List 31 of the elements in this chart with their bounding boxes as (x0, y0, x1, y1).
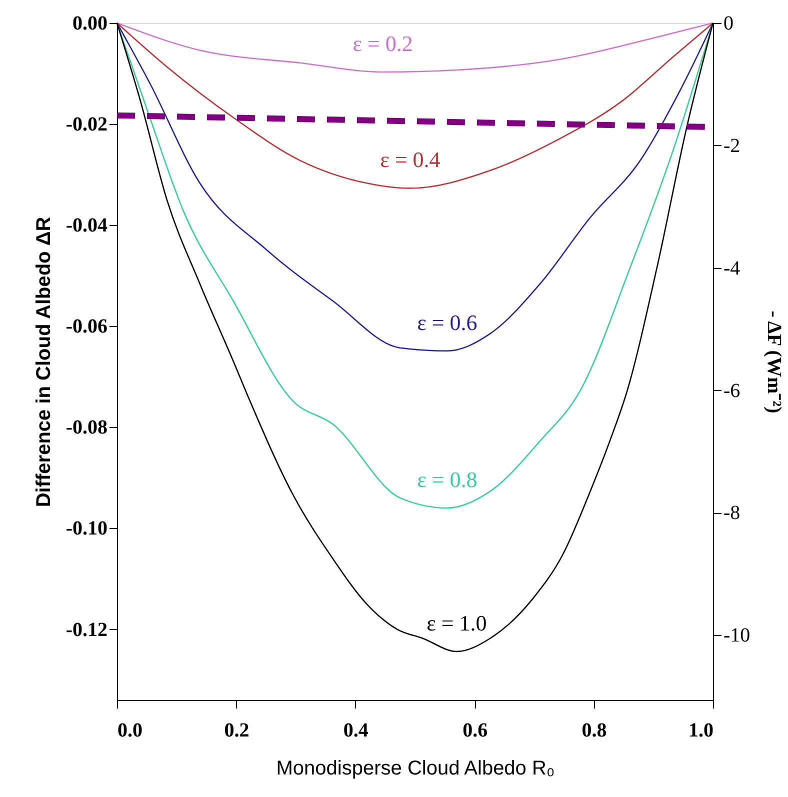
line-series (116, 22, 714, 509)
x-tick-label: 0.2 (224, 720, 250, 742)
y2-tick-label: -4 (724, 257, 740, 280)
series-label: ε = 0.8 (417, 467, 478, 492)
y-tick-label: -0.06 (66, 316, 108, 338)
y2-tick-label: 0 (724, 12, 734, 34)
y-tick-label: -0.10 (66, 518, 108, 540)
x-axis-title: Monodisperse Cloud Albedo R₀ (276, 758, 555, 780)
x-tick-label: 0.0 (118, 720, 142, 742)
series-label: ε = 0.2 (352, 31, 413, 56)
line-series (116, 22, 714, 189)
y2-tick-label: -2 (724, 134, 740, 157)
y2-tick-label: -6 (724, 380, 740, 402)
y-tick-label: -0.08 (66, 416, 108, 439)
series-label: ε = 0.4 (380, 147, 440, 172)
y2-tick-label: -10 (724, 624, 750, 647)
line-series (116, 22, 714, 73)
line-series (116, 22, 714, 352)
y2-tick-label: -8 (724, 502, 740, 524)
y-axis-title: Difference in Cloud Albedo ΔR (32, 216, 55, 508)
x-tick-label: 0.8 (582, 720, 607, 742)
series-label: ε = 0.6 (417, 310, 478, 335)
x-tick-label: 0.6 (462, 720, 488, 742)
y2-axis-title: - ΔF (Wm⁻²) (763, 310, 786, 414)
series-label: ε = 1.0 (426, 610, 487, 636)
x-tick-label: 0.4 (343, 720, 368, 742)
y-tick-label: -0.02 (66, 114, 108, 136)
x-tick-label: 1.0 (688, 720, 714, 742)
y-tick-label: -0.12 (66, 618, 108, 641)
y-tick-label: -0.04 (66, 214, 108, 237)
y-tick-label: 0.00 (72, 12, 108, 34)
